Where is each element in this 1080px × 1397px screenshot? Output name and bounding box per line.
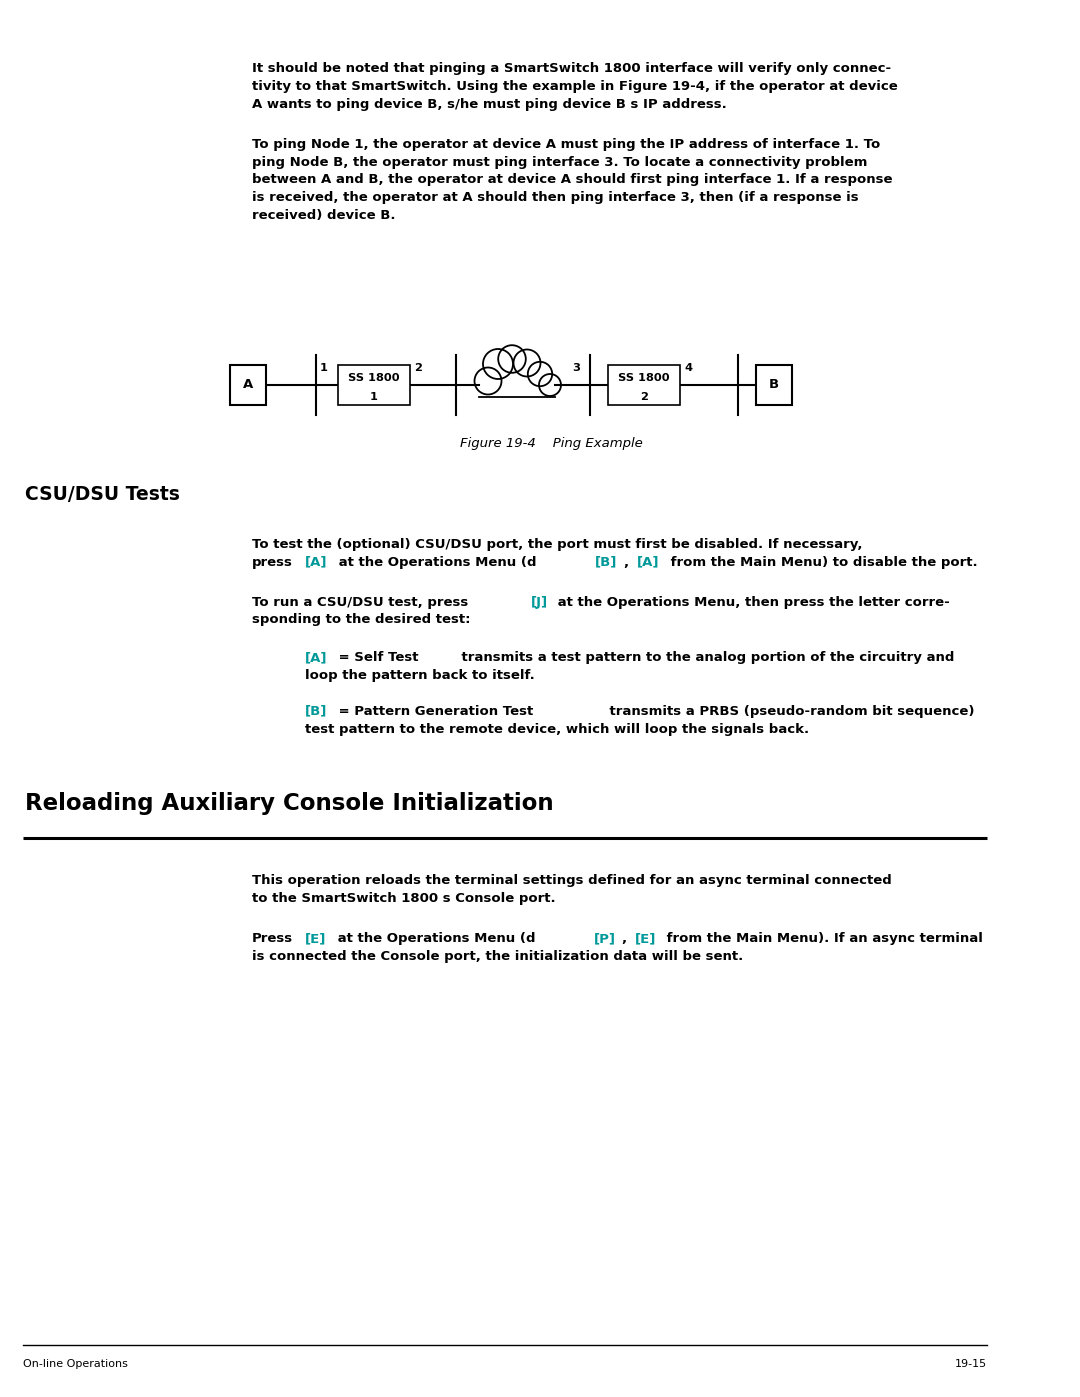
- FancyBboxPatch shape: [608, 365, 680, 405]
- Text: To ping Node 1, the operator at device A must ping the IP address of interface 1: To ping Node 1, the operator at device A…: [252, 138, 880, 151]
- Circle shape: [539, 374, 561, 395]
- Text: = Pattern Generation Test: = Pattern Generation Test: [334, 705, 534, 718]
- Text: To test the (optional) CSU/DSU port, the port must first be disabled. If necessa: To test the (optional) CSU/DSU port, the…: [252, 538, 863, 550]
- Text: SS 1800: SS 1800: [348, 373, 400, 383]
- Text: from the Main Menu). If an async terminal: from the Main Menu). If an async termina…: [662, 932, 984, 944]
- Text: ,: ,: [624, 556, 634, 569]
- Text: received) device B.: received) device B.: [252, 210, 395, 222]
- Text: ,: ,: [622, 932, 632, 944]
- Text: A wants to ping device B, s/he must ping device B s IP address.: A wants to ping device B, s/he must ping…: [252, 98, 727, 110]
- Text: transmits a PRBS (pseudo-random bit sequence): transmits a PRBS (pseudo-random bit sequ…: [591, 705, 974, 718]
- Text: tivity to that SmartSwitch. Using the example in Figure 19-4, if the operator at: tivity to that SmartSwitch. Using the ex…: [252, 80, 897, 92]
- Text: SS 1800: SS 1800: [618, 373, 670, 383]
- Text: ping Node B, the operator must ping interface 3. To locate a connectivity proble: ping Node B, the operator must ping inte…: [252, 155, 867, 169]
- Circle shape: [498, 345, 526, 373]
- Text: 19-15: 19-15: [955, 1359, 987, 1369]
- Text: CSU/DSU Tests: CSU/DSU Tests: [25, 485, 180, 504]
- Text: is received, the operator at A should then ping interface 3, then (if a response: is received, the operator at A should th…: [252, 191, 859, 204]
- Text: This operation reloads the terminal settings defined for an async terminal conne: This operation reloads the terminal sett…: [252, 875, 892, 887]
- Text: [B]: [B]: [305, 705, 327, 718]
- Text: test pattern to the remote device, which will loop the signals back.: test pattern to the remote device, which…: [305, 722, 809, 736]
- Text: [A]: [A]: [305, 651, 327, 664]
- Text: [A]: [A]: [636, 556, 659, 569]
- Text: 2: 2: [640, 393, 648, 402]
- Text: To run a CSU/DSU test, press: To run a CSU/DSU test, press: [252, 595, 469, 609]
- Text: loop the pattern back to itself.: loop the pattern back to itself.: [305, 669, 535, 682]
- Text: at the Operations Menu (d: at the Operations Menu (d: [333, 932, 536, 944]
- Circle shape: [528, 362, 552, 386]
- Text: Reloading Auxiliary Console Initialization: Reloading Auxiliary Console Initializati…: [25, 792, 554, 816]
- Text: sponding to the desired test:: sponding to the desired test:: [252, 613, 471, 626]
- Text: Figure 19-4    Ping Example: Figure 19-4 Ping Example: [460, 437, 643, 450]
- Text: 1: 1: [370, 393, 378, 402]
- Text: press: press: [252, 556, 293, 569]
- FancyBboxPatch shape: [338, 365, 410, 405]
- Text: transmits a test pattern to the analog portion of the circuitry and: transmits a test pattern to the analog p…: [443, 651, 955, 664]
- Text: 1: 1: [320, 363, 328, 373]
- Circle shape: [483, 349, 513, 379]
- Text: to the SmartSwitch 1800 s Console port.: to the SmartSwitch 1800 s Console port.: [252, 893, 555, 905]
- Text: is connected the Console port, the initialization data will be sent.: is connected the Console port, the initi…: [252, 950, 743, 963]
- Bar: [472, 397, 562, 422]
- FancyBboxPatch shape: [230, 365, 266, 405]
- Text: [A]: [A]: [305, 556, 327, 569]
- Text: 2: 2: [414, 363, 422, 373]
- Text: [P]: [P]: [594, 932, 616, 944]
- Text: at the Operations Menu, then press the letter corre-: at the Operations Menu, then press the l…: [553, 595, 950, 609]
- Text: [J]: [J]: [531, 595, 549, 609]
- Text: [B]: [B]: [595, 556, 618, 569]
- FancyBboxPatch shape: [756, 365, 792, 405]
- Text: = Self Test: = Self Test: [334, 651, 419, 664]
- Text: between A and B, the operator at device A should first ping interface 1. If a re: between A and B, the operator at device …: [252, 173, 892, 187]
- Text: from the Main Menu) to disable the port.: from the Main Menu) to disable the port.: [665, 556, 977, 569]
- Text: Press: Press: [252, 932, 293, 944]
- Circle shape: [474, 367, 501, 394]
- Text: A: A: [243, 379, 253, 391]
- Text: [E]: [E]: [305, 932, 326, 944]
- Text: 4: 4: [684, 363, 692, 373]
- Text: On-line Operations: On-line Operations: [23, 1359, 127, 1369]
- Text: [E]: [E]: [635, 932, 657, 944]
- Text: at the Operations Menu (d: at the Operations Menu (d: [334, 556, 537, 569]
- Text: It should be noted that pinging a SmartSwitch 1800 interface will verify only co: It should be noted that pinging a SmartS…: [252, 61, 891, 75]
- Text: B: B: [769, 379, 779, 391]
- Circle shape: [513, 349, 540, 377]
- Text: 3: 3: [572, 363, 580, 373]
